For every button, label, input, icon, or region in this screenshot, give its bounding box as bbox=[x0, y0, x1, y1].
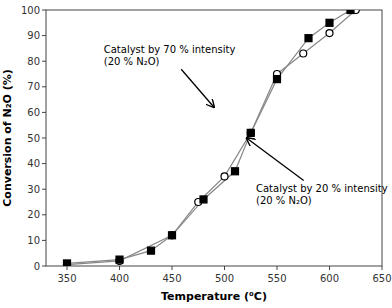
x-tick bbox=[119, 266, 120, 270]
point bbox=[326, 30, 333, 37]
y-axis-label: Conversion of N₂O (%) bbox=[1, 69, 14, 207]
y-tick bbox=[42, 163, 46, 164]
x-tick-label: 450 bbox=[162, 273, 181, 284]
point bbox=[305, 35, 312, 42]
point bbox=[169, 232, 176, 239]
point bbox=[148, 247, 155, 254]
point bbox=[169, 232, 176, 239]
point bbox=[326, 19, 333, 26]
y-tick bbox=[42, 214, 46, 215]
y-tick bbox=[42, 35, 46, 36]
chart: 350 400 450 500 550 600 650 0 10 20 30 40 50 60 70 80 90… bbox=[0, 0, 392, 308]
x-tick-label: 400 bbox=[110, 273, 129, 284]
y-tick bbox=[42, 112, 46, 113]
y-tick bbox=[42, 10, 46, 11]
annotation-line: Catalyst by 70 % intensity bbox=[104, 44, 236, 55]
y-tick-label: 10 bbox=[27, 235, 40, 246]
y-tick-label: 30 bbox=[27, 184, 40, 195]
plot-area bbox=[64, 10, 360, 266]
x-tick bbox=[67, 266, 68, 270]
y-tick-label: 60 bbox=[27, 107, 40, 118]
y-tick-label: 90 bbox=[27, 30, 40, 41]
point bbox=[247, 129, 254, 136]
x-tick-label: 600 bbox=[320, 273, 339, 284]
point bbox=[347, 10, 354, 14]
x-tick bbox=[382, 266, 383, 270]
point bbox=[200, 196, 207, 203]
y-tick-label: 20 bbox=[27, 209, 40, 220]
y-tick-label: 50 bbox=[27, 133, 40, 144]
point bbox=[247, 129, 254, 136]
y-tick-label: 0 bbox=[34, 261, 40, 272]
x-tick-label: 550 bbox=[267, 273, 286, 284]
y-tick bbox=[42, 86, 46, 87]
y-tick bbox=[42, 61, 46, 62]
series-line bbox=[67, 10, 356, 265]
annotation-line: (20 % N₂O) bbox=[104, 56, 160, 67]
x-axis-label: Temperature (⁰C) bbox=[161, 290, 267, 303]
annotation-arrow bbox=[247, 138, 304, 181]
annotation: Catalyst by 70 % intensity(20 % N₂O) bbox=[104, 44, 236, 67]
plot-frame bbox=[46, 10, 382, 266]
x-tick-label: 350 bbox=[57, 273, 76, 284]
x-tick bbox=[329, 266, 330, 270]
point bbox=[300, 50, 307, 57]
annotation-arrow bbox=[181, 69, 214, 107]
x-tick bbox=[172, 266, 173, 270]
annotation: Catalyst by 20 % intensity(20 % N₂O) bbox=[256, 183, 388, 206]
point bbox=[221, 173, 228, 180]
point bbox=[232, 168, 239, 175]
point bbox=[64, 260, 71, 266]
annotation-line: (20 % N₂O) bbox=[256, 195, 312, 206]
annotation-line: Catalyst by 20 % intensity bbox=[256, 183, 388, 194]
y-tick bbox=[42, 138, 46, 139]
y-tick bbox=[42, 240, 46, 241]
x-tick-label: 650 bbox=[372, 273, 391, 284]
x-tick bbox=[224, 266, 225, 270]
y-tick-label: 80 bbox=[27, 56, 40, 67]
y-tick bbox=[42, 266, 46, 267]
point bbox=[274, 76, 281, 83]
y-tick-label: 40 bbox=[27, 158, 40, 169]
x-tick-label: 500 bbox=[215, 273, 234, 284]
point bbox=[116, 256, 123, 263]
y-tick-label: 100 bbox=[21, 5, 40, 16]
y-tick bbox=[42, 189, 46, 190]
series-line bbox=[67, 10, 351, 263]
y-tick-label: 70 bbox=[27, 81, 40, 92]
x-tick bbox=[277, 266, 278, 270]
